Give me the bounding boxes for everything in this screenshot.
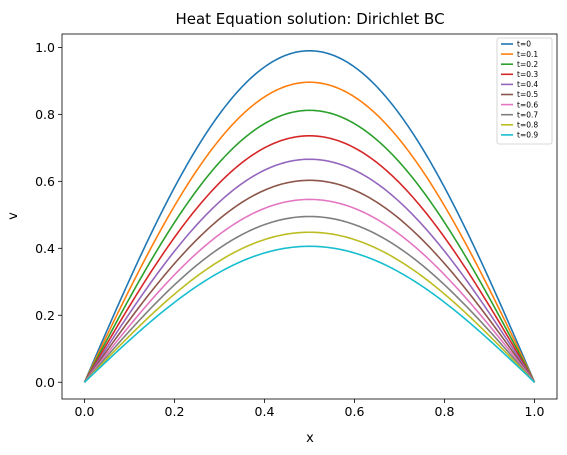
series-line (83, 179, 536, 383)
series-line (83, 109, 536, 383)
y-tick-label: 1.0 (35, 40, 55, 55)
series-line (83, 245, 536, 383)
x-tick-label: 0.4 (255, 404, 275, 419)
series-line (83, 198, 536, 383)
legend-label: t=0.3 (517, 70, 538, 79)
y-tick-label: 0.0 (35, 375, 55, 390)
legend-label: t=0.6 (517, 100, 538, 109)
x-axis-label: x (306, 431, 314, 446)
x-tick-label: 0.0 (75, 404, 95, 419)
x-tick-label: 0.8 (435, 404, 455, 419)
y-tick-label: 0.6 (35, 174, 55, 189)
legend-label: t=0.4 (517, 80, 538, 89)
legend-label: t=0.7 (517, 110, 538, 119)
legend-label: t=0.2 (517, 60, 538, 69)
x-tick-label: 0.6 (345, 404, 365, 419)
series-line (83, 231, 536, 383)
series-layer (83, 49, 536, 383)
y-tick-label: 0.2 (35, 308, 55, 323)
legend-label: t=0 (517, 40, 531, 49)
legend-label: t=0.8 (517, 121, 538, 130)
legend-label: t=0.1 (517, 50, 538, 59)
x-tick-label: 0.2 (165, 404, 185, 419)
series-line (83, 81, 536, 383)
chart-title: Heat Equation solution: Dirichlet BC (175, 10, 444, 28)
y-tick-label: 0.4 (35, 241, 55, 256)
legend-label: t=0.5 (517, 90, 538, 99)
series-line (83, 134, 536, 383)
series-line (83, 49, 536, 383)
y-axis-label: v (6, 212, 21, 220)
axes-layer: 0.0 0.2 0.4 0.6 0.8 1.0 0.0 0.2 0.4 0.6 0.8 1.0 (35, 40, 544, 419)
series-line (83, 158, 536, 383)
y-tick-label: 0.8 (35, 107, 55, 122)
legend: t=0t=0.1t=0.2t=0.3t=0.4t=0.5t=0.6t=0.7 t=… (496, 37, 553, 145)
x-tick-label: 1.0 (525, 404, 545, 419)
series-line (83, 215, 536, 383)
legend-label: t=0.9 (517, 131, 538, 140)
